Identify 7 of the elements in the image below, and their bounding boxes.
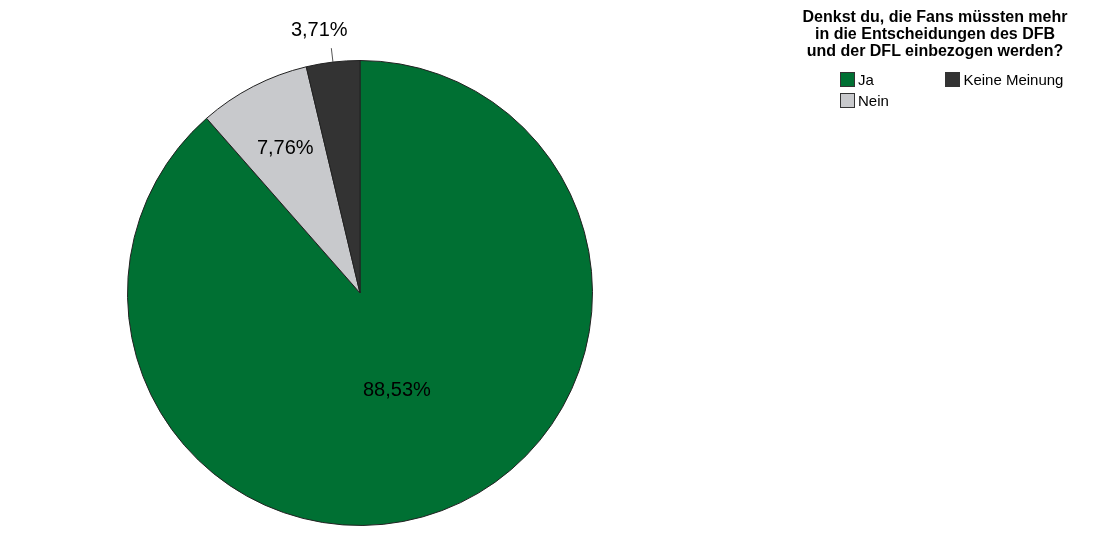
data-label: 3,71% (290, 17, 348, 40)
legend-label: Keine Meinung (963, 71, 1064, 88)
legend-label: Ja (858, 71, 874, 88)
legend-label: Nein (858, 92, 889, 109)
legend-title: Denkst du, die Fans müssten mehr in die Entscheidungen des DFB und der DFL einbezogen werden? (801, 8, 1069, 59)
data-label: 7,76% (256, 135, 314, 158)
data-label: 88,53% (362, 378, 432, 401)
